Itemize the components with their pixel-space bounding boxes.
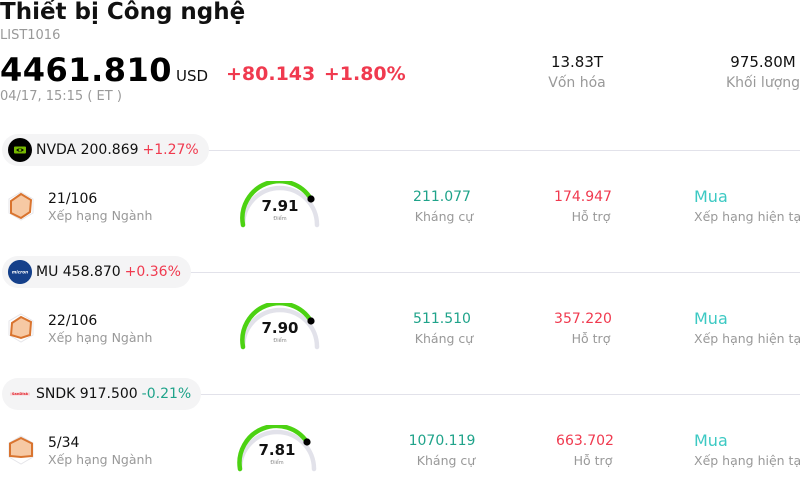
- section-divider: [180, 272, 800, 273]
- sandisk-logo-icon: SanDisk: [8, 382, 32, 406]
- industry-rank: 5/34 Xếp hạng Ngành: [48, 435, 152, 467]
- index-price: 4461.810: [0, 51, 173, 89]
- stock-change-pct: +1.27%: [142, 142, 199, 158]
- resistance-level: 211.077 Kháng cự: [397, 189, 487, 224]
- rating-value: Mua: [694, 187, 728, 206]
- volume-value: 975.80M: [730, 53, 796, 71]
- resistance-value: 211.077: [413, 189, 471, 205]
- volume-label: Khối lượng: [725, 75, 800, 91]
- support-level: 357.220 Hỗ trợ: [538, 311, 628, 346]
- gauge-arc-icon: [240, 178, 320, 228]
- industry-rank-label: Xếp hạng Ngành: [48, 452, 153, 467]
- market-cap-value: 13.83T: [550, 53, 604, 71]
- industry-rank-value: 5/34: [48, 435, 80, 451]
- score-gauge: 7.90 Điểm: [239, 300, 329, 351]
- score-gauge: 7.81 Điểm: [236, 423, 326, 473]
- stock-chip-nvda[interactable]: NVDA 200.869 +1.27%: [2, 134, 209, 166]
- support-label: Hỗ trợ: [571, 209, 611, 224]
- score-value: 7.90: [261, 319, 299, 337]
- current-rating: Mua Xếp hạng hiện tại: [694, 431, 800, 468]
- support-label: Hỗ trợ: [571, 331, 611, 346]
- resistance-value: 511.510: [413, 311, 471, 327]
- stock-change-pct: +0.36%: [124, 264, 181, 280]
- rating-label: Xếp hạng hiện tại: [694, 209, 800, 224]
- micron-logo-icon: micron: [8, 260, 32, 284]
- current-rating: Mua Xếp hạng hiện tại: [694, 309, 800, 346]
- support-level: 663.702 Hỗ trợ: [540, 433, 630, 468]
- currency: USD: [176, 67, 209, 85]
- score-unit: Điểm: [270, 460, 284, 466]
- market-cap-label: Vốn hóa: [548, 75, 606, 91]
- section-divider: [196, 394, 800, 395]
- volume-stat: 975.80M Khối lượng: [718, 53, 800, 91]
- score-gauge: 7.91 Điểm: [239, 178, 329, 229]
- resistance-label: Kháng cự: [414, 331, 474, 346]
- support-value: 663.702: [556, 433, 614, 449]
- timestamp: 04/17, 15:15 ( ET ): [0, 89, 122, 104]
- current-rating: Mua Xếp hạng hiện tại: [694, 187, 800, 224]
- list-code: LIST1016: [0, 28, 61, 43]
- stock-symbol-price: NVDA 200.869: [36, 142, 139, 158]
- rating-value: Mua: [694, 431, 728, 450]
- section-divider: [190, 150, 800, 151]
- stock-chip-mu[interactable]: micron MU 458.870 +0.36%: [2, 256, 191, 288]
- gauge-arc-icon: [237, 423, 317, 472]
- stock-symbol-price: MU 458.870: [36, 264, 121, 280]
- support-value: 174.947: [554, 189, 612, 205]
- page-title: Thiết bị Công nghệ: [0, 0, 246, 25]
- support-level: 174.947 Hỗ trợ: [538, 189, 628, 224]
- support-label: Hỗ trợ: [573, 453, 613, 468]
- market-cap-stat: 13.83T Vốn hóa: [540, 53, 614, 91]
- score-value: 7.91: [261, 197, 299, 215]
- nvidia-logo-icon: [8, 138, 32, 162]
- stock-chip-sndk[interactable]: SanDisk SNDK 917.500 -0.21%: [2, 378, 202, 410]
- radar-chart-icon: [8, 191, 34, 221]
- industry-rank-value: 21/106: [48, 191, 98, 207]
- stock-change-pct: -0.21%: [141, 386, 192, 402]
- resistance-level: 511.510 Kháng cự: [397, 311, 487, 346]
- svg-text:SanDisk: SanDisk: [12, 392, 29, 396]
- industry-rank: 21/106 Xếp hạng Ngành: [48, 191, 152, 223]
- rating-value: Mua: [694, 309, 728, 328]
- radar-chart-icon: [8, 313, 34, 343]
- score-unit: Điểm: [273, 338, 287, 344]
- industry-rank: 22/106 Xếp hạng Ngành: [48, 313, 152, 345]
- resistance-value: 1070.119: [408, 433, 476, 449]
- gauge-arc-icon: [240, 300, 320, 350]
- svg-text:micron: micron: [12, 270, 28, 275]
- index-change: +80.143 +1.80%: [226, 63, 406, 85]
- resistance-label: Kháng cự: [416, 453, 476, 468]
- score-value: 7.81: [258, 441, 296, 459]
- radar-chart-icon: [8, 435, 34, 465]
- industry-rank-value: 22/106: [48, 313, 98, 329]
- rating-label: Xếp hạng hiện tại: [694, 453, 800, 468]
- industry-rank-label: Xếp hạng Ngành: [48, 208, 153, 223]
- industry-rank-label: Xếp hạng Ngành: [48, 330, 153, 345]
- support-value: 357.220: [554, 311, 612, 327]
- score-unit: Điểm: [273, 216, 287, 222]
- resistance-label: Kháng cự: [414, 209, 474, 224]
- resistance-level: 1070.119 Kháng cự: [397, 433, 487, 468]
- stock-symbol-price: SNDK 917.500: [36, 386, 138, 402]
- rating-label: Xếp hạng hiện tại: [694, 331, 800, 346]
